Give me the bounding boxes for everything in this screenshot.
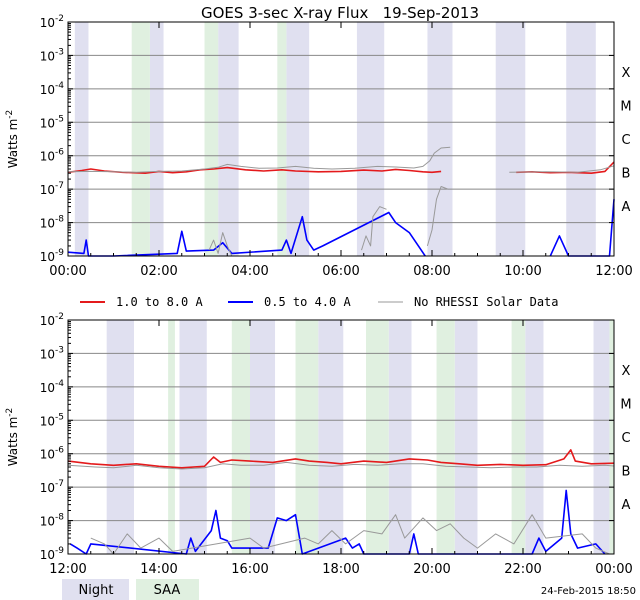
night-band — [454, 320, 478, 554]
footer-timestamp: 24-Feb-2015 18:50 — [541, 586, 636, 597]
top-panel: 10-9 10-8 10-7 10-6 10-5 10-4 10-3 10-2 A B C M X Wat… — [5, 14, 633, 279]
saa-band — [277, 22, 287, 256]
x-tick-label: 10:00 — [504, 264, 541, 279]
legend-label-gray: No RHESSI Solar Data — [414, 295, 559, 309]
legend-label-blue: 0.5 to 4.0 A — [264, 295, 351, 309]
y-axis-title: Watts m-2 — [5, 110, 20, 169]
y-tick-label: 10-5 — [40, 412, 64, 428]
night-band — [388, 320, 412, 554]
saa-band — [609, 320, 614, 554]
night-band — [179, 320, 207, 554]
x-tick-label: 16:00 — [231, 562, 268, 577]
series-legend: 1.0 to 8.0 A 0.5 to 4.0 A No RHESSI Sola… — [80, 295, 559, 309]
saa-band — [366, 320, 389, 554]
night-legend-box — [62, 579, 129, 600]
x-tick-label: 06:00 — [322, 264, 359, 279]
class-label-m: M — [620, 398, 631, 413]
y-tick-label: 10-9 — [40, 248, 65, 264]
saa-band — [131, 22, 150, 256]
y-tick-label: 10-7 — [40, 479, 64, 495]
class-label-a: A — [622, 200, 631, 215]
saa-legend-box — [136, 579, 199, 600]
class-label-c: C — [621, 133, 630, 148]
night-band — [495, 22, 526, 256]
saa-band — [204, 22, 219, 256]
class-label-b: B — [622, 464, 631, 479]
x-tick-label: 12:00 — [49, 562, 86, 577]
x-tick-label: 00:00 — [49, 264, 86, 279]
night-band — [149, 22, 164, 256]
night-legend-label: Night — [79, 583, 114, 598]
y-tick-label: 10-3 — [40, 47, 64, 63]
saa-band — [436, 320, 455, 554]
y-tick-label: 10-6 — [40, 446, 65, 462]
y-tick-label: 10-2 — [40, 14, 64, 30]
legend-label-red: 1.0 to 8.0 A — [116, 295, 203, 309]
night-band — [427, 22, 453, 256]
night-band — [318, 320, 344, 554]
series-line-0 — [67, 449, 615, 469]
series-line-3 — [208, 186, 449, 257]
class-label-m: M — [620, 100, 631, 115]
chart-title: GOES 3-sec X-ray Flux 19-Sep-2013 — [201, 4, 479, 22]
series-line-2 — [67, 146, 615, 173]
x-tick-label: 00:00 — [595, 562, 632, 577]
night-band — [593, 320, 610, 554]
y-tick-label: 10-4 — [40, 379, 65, 395]
y-tick-label: 10-7 — [40, 181, 64, 197]
night-band — [286, 22, 310, 256]
night-band — [218, 22, 239, 256]
x-tick-label: 18:00 — [322, 562, 359, 577]
saa-band — [511, 320, 526, 554]
class-label-b: B — [622, 166, 631, 181]
night-band — [74, 22, 89, 256]
night-band — [525, 320, 544, 554]
series-line-2 — [67, 461, 615, 470]
y-axis-title: Watts m-2 — [5, 408, 20, 467]
y-tick-label: 10-8 — [40, 215, 65, 231]
y-tick-label: 10-8 — [40, 513, 65, 529]
saa-band — [168, 320, 175, 554]
x-tick-label: 02:00 — [140, 264, 177, 279]
y-tick-label: 10-3 — [40, 345, 64, 361]
x-tick-label: 20:00 — [413, 562, 450, 577]
y-tick-label: 10-2 — [40, 312, 64, 328]
night-band — [566, 22, 596, 256]
saa-band — [295, 320, 319, 554]
series-line-3 — [90, 514, 610, 555]
y-tick-label: 10-6 — [40, 148, 65, 164]
x-tick-label: 14:00 — [140, 562, 177, 577]
class-label-x: X — [622, 66, 631, 81]
saa-legend-label: SAA — [154, 583, 181, 598]
y-tick-label: 10-5 — [40, 114, 64, 130]
class-label-a: A — [622, 498, 631, 513]
bottom-panel: 10-9 10-8 10-7 10-6 10-5 10-4 10-3 10-2 A B C M X Wat… — [5, 312, 633, 577]
x-tick-label: 04:00 — [231, 264, 268, 279]
x-tick-label: 22:00 — [504, 562, 541, 577]
x-tick-label: 08:00 — [413, 264, 450, 279]
y-tick-label: 10-9 — [40, 546, 65, 562]
saa-band — [231, 320, 250, 554]
period-legend: Night SAA — [62, 579, 199, 600]
x-tick-label: 12:00 — [595, 264, 632, 279]
class-label-x: X — [622, 364, 631, 379]
class-label-c: C — [621, 431, 630, 446]
night-band — [106, 320, 134, 554]
night-band — [247, 320, 276, 554]
y-tick-label: 10-4 — [40, 81, 65, 97]
